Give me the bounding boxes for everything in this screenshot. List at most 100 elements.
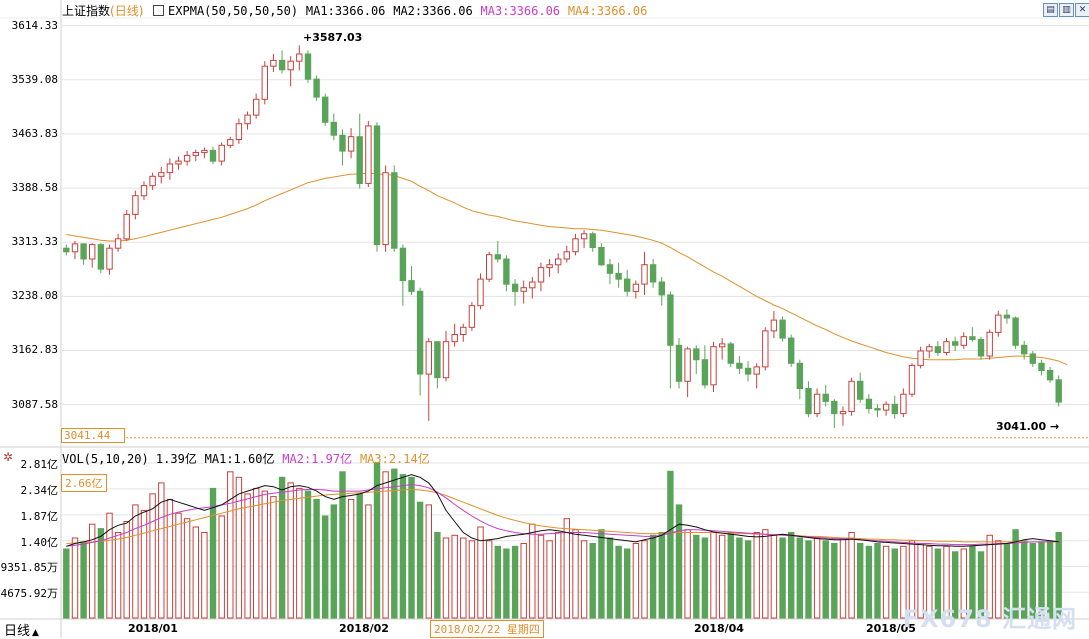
- volume-bar: [149, 493, 156, 619]
- candle-body: [434, 341, 441, 379]
- x-label-2018-01: 2018/01: [128, 622, 178, 635]
- candle-body: [848, 380, 855, 412]
- volume-bar: [753, 532, 760, 619]
- volume-bar: [399, 474, 407, 619]
- candle-body: [753, 366, 760, 375]
- settings-icon[interactable]: ✲: [3, 450, 14, 464]
- volume-bar: [425, 504, 433, 619]
- candle-body: [986, 331, 993, 357]
- close-icon[interactable]: ✕: [1075, 3, 1089, 17]
- volume-bar: [106, 512, 113, 619]
- ma3-value: MA3:3366.06: [480, 4, 561, 18]
- volume-bar: [1055, 532, 1062, 619]
- price-tick-label: 3238.08: [11, 289, 58, 303]
- expma-checkbox[interactable]: [153, 5, 165, 16]
- low-value: 3041.00: [996, 420, 1047, 433]
- volume-bar: [606, 537, 614, 619]
- candle-body: [926, 346, 933, 352]
- candle-body: [416, 290, 424, 375]
- volume-bar: [373, 462, 381, 619]
- candle-body: [1055, 379, 1062, 403]
- low-annotation: 3041.00 →: [996, 420, 1059, 433]
- high-arrow: +: [303, 31, 313, 44]
- ma2-value: MA2:3366.06: [393, 4, 473, 18]
- candle-body: [658, 281, 665, 296]
- volume-bar: [382, 471, 389, 619]
- volume-bar: [926, 545, 933, 619]
- volume-bar: [322, 515, 329, 619]
- candle-body: [977, 339, 985, 357]
- period-tag[interactable]: (日线): [110, 4, 144, 18]
- volume-bar: [529, 523, 536, 619]
- period-tab-daily[interactable]: 日线 ▲: [4, 620, 39, 639]
- vol-ma3-line: [66, 488, 1059, 544]
- volume-bar: [960, 548, 967, 619]
- volume-bar: [908, 540, 916, 619]
- volume-bar: [356, 493, 363, 619]
- ma4-value: MA4:3366.06: [567, 4, 648, 18]
- candle-body: [468, 305, 476, 328]
- candle-body: [149, 175, 156, 187]
- volume-bar: [227, 471, 234, 619]
- candle-body: [218, 144, 225, 162]
- layout-icon[interactable]: ▤: [1043, 3, 1058, 17]
- volume-bar: [744, 540, 752, 619]
- volume-tick-label: 1.40亿: [20, 535, 59, 549]
- candle-body: [606, 264, 614, 274]
- volume-bar: [365, 504, 372, 619]
- volume-bar: [874, 543, 881, 619]
- volume-bar: [865, 545, 873, 619]
- index-name: 上证指数: [62, 4, 111, 18]
- volume-bar: [822, 540, 829, 619]
- candle-body: [788, 337, 795, 364]
- vol-cursor-label: 2.66亿: [61, 474, 107, 492]
- volume-bar: [63, 548, 70, 619]
- volume-bar: [89, 523, 96, 619]
- expma-label[interactable]: EXPMA(50,50,50,50): [168, 4, 299, 18]
- candle-body: [900, 393, 907, 415]
- volume-bar: [684, 529, 691, 619]
- price-tick-label: 3463.83: [11, 126, 58, 140]
- volume-bar: [175, 512, 182, 619]
- candle-body: [408, 280, 415, 292]
- candle-body: [831, 400, 838, 415]
- volume-bar: [986, 534, 993, 619]
- volume-bar: [192, 526, 200, 619]
- volume-bar: [434, 532, 441, 619]
- price-tick-label: 3087.58: [11, 397, 58, 411]
- chart-type-icon[interactable]: ▥: [1059, 3, 1074, 17]
- candle-body: [572, 238, 579, 253]
- volume-bar: [244, 493, 251, 619]
- candle-body: [891, 403, 898, 415]
- volume-bar: [477, 526, 484, 619]
- volume-bar: [710, 532, 717, 619]
- vol-label[interactable]: VOL(5,10,20) 1.39亿: [62, 452, 197, 466]
- candle-body: [537, 267, 545, 283]
- volume-bar: [166, 498, 174, 619]
- candle-body: [227, 139, 234, 146]
- low-arrow: →: [1046, 420, 1060, 433]
- candle-body: [270, 59, 277, 67]
- candle-body: [719, 343, 726, 348]
- volume-ma-lines: [66, 474, 1059, 547]
- candle-body: [943, 341, 950, 354]
- candle-body: [1046, 370, 1054, 381]
- volume-bar: [442, 537, 450, 619]
- volume-bar: [900, 545, 907, 619]
- candle-body: [667, 294, 674, 346]
- candle-body: [192, 152, 200, 156]
- candle-body: [123, 213, 130, 240]
- volume-bar: [209, 487, 217, 619]
- candle-body: [813, 393, 821, 415]
- volume-bar: [762, 529, 769, 619]
- candle-body: [140, 185, 148, 197]
- candle-body: [770, 319, 778, 332]
- candle-body: [477, 278, 484, 307]
- candle-body: [460, 326, 467, 335]
- candle-body: [762, 330, 769, 368]
- candle-body: [80, 243, 87, 260]
- volume-bar: [788, 532, 795, 619]
- volume-bar: [934, 548, 942, 619]
- volume-bar: [235, 476, 243, 619]
- candle-body: [166, 163, 174, 174]
